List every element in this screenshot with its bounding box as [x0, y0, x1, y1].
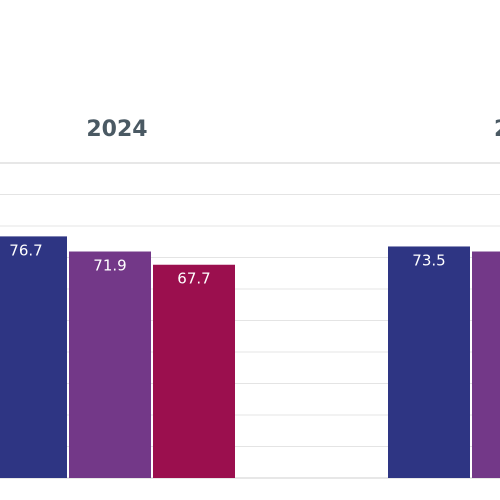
bar-2024-s0	[0, 236, 67, 478]
value-label: 71.9	[93, 257, 126, 275]
bar-2024-s1	[69, 251, 151, 478]
value-label: 76.7	[9, 241, 42, 259]
bars	[0, 236, 500, 478]
value-label: 73.5	[412, 251, 445, 269]
bar-2-s1	[472, 251, 500, 478]
bar-2-s0	[388, 246, 470, 478]
group-label-2024: 2024	[86, 117, 147, 142]
value-labels: 76.773.571.9767.7	[9, 241, 445, 288]
group-label-2: 2	[494, 117, 500, 142]
value-label: 67.7	[177, 270, 210, 288]
bar-2024-s2	[153, 264, 235, 478]
